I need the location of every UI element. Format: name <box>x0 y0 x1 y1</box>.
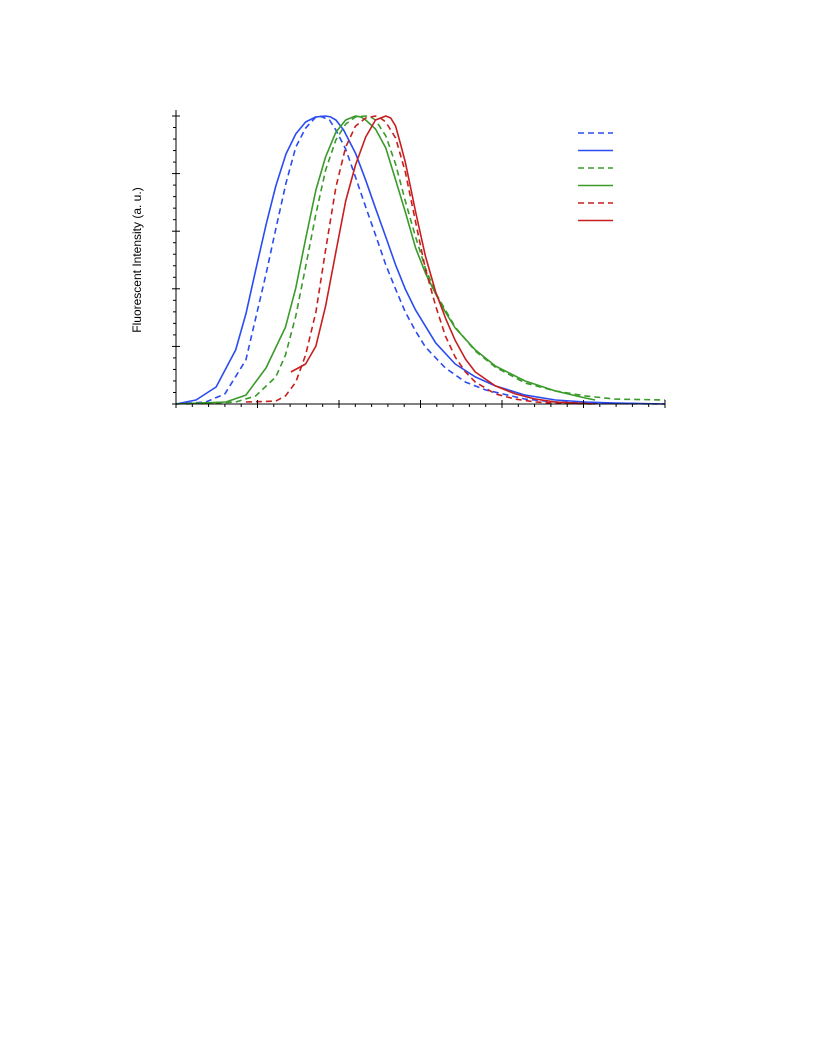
legend <box>578 132 613 222</box>
series-line-4 <box>175 115 596 405</box>
x-axis <box>175 400 666 408</box>
y-axis <box>172 110 180 405</box>
y-axis-label: Fluorescent Intensity (a. u.) <box>130 187 144 332</box>
plot-area <box>175 115 666 405</box>
series-line-5 <box>245 115 596 405</box>
series-line-6 <box>290 115 596 405</box>
